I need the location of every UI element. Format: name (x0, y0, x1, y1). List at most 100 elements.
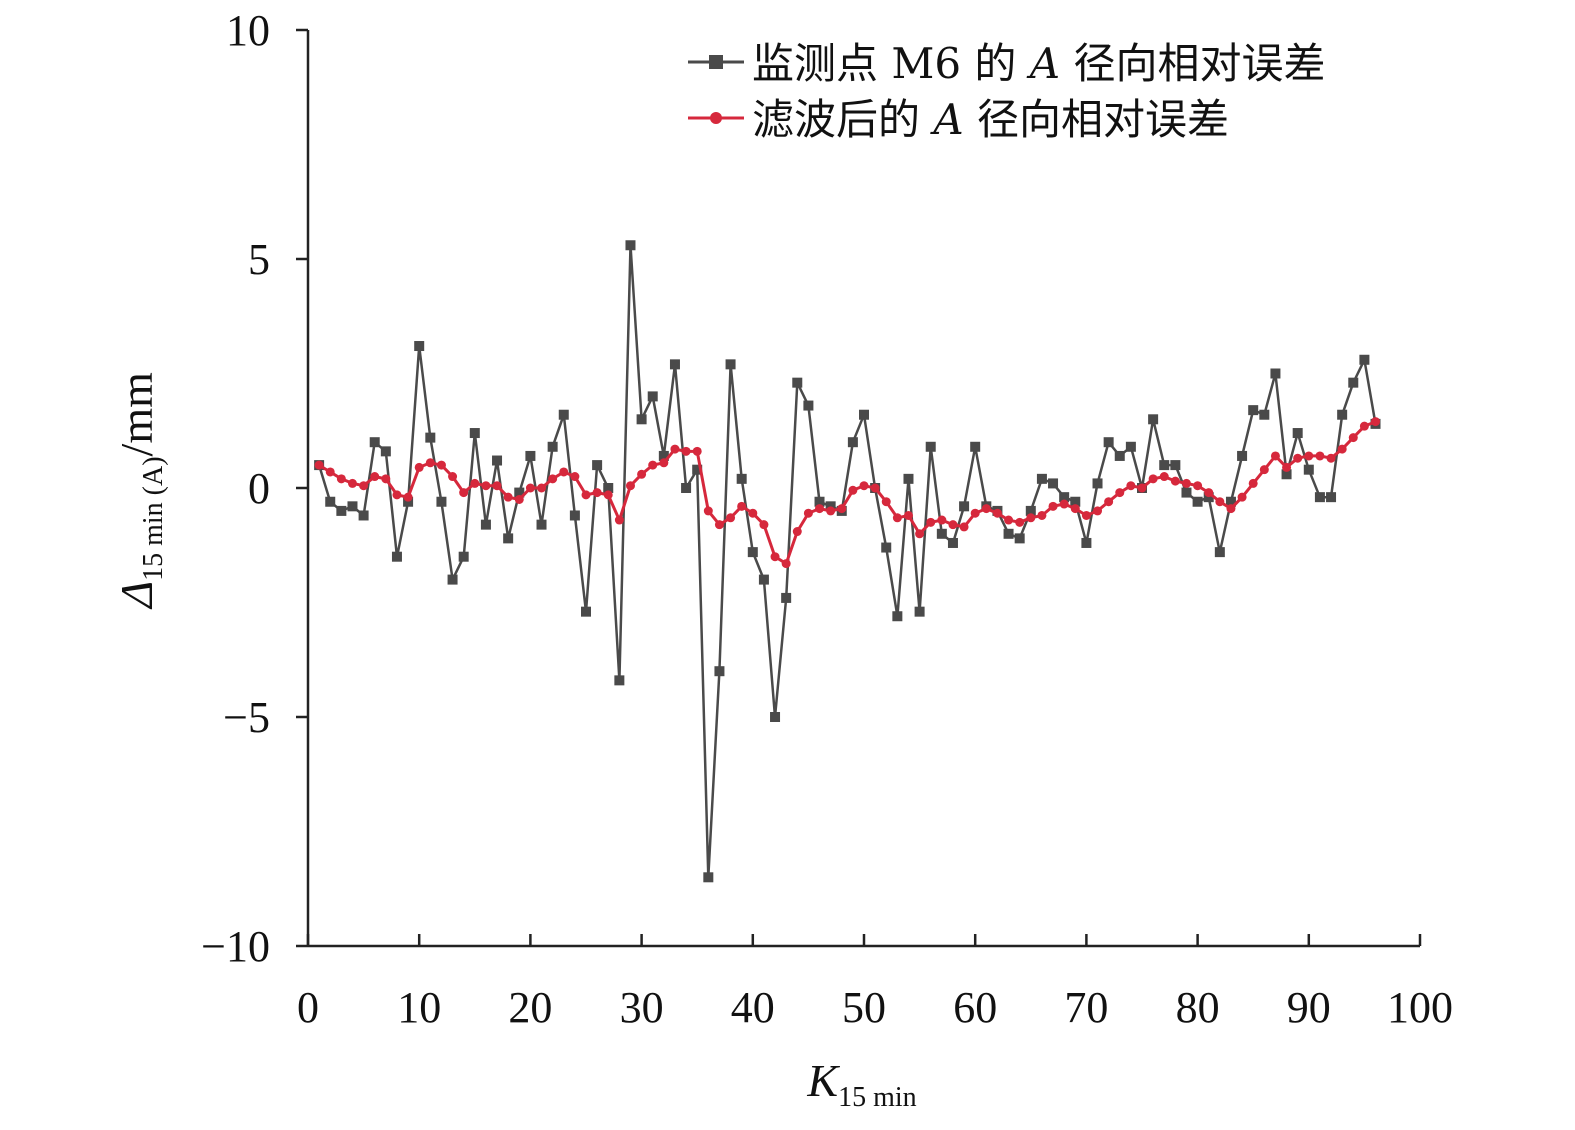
data-point (726, 513, 736, 523)
data-point (514, 494, 524, 504)
data-point (692, 446, 702, 456)
x-tick-label: 10 (397, 983, 441, 1032)
data-point (881, 497, 891, 507)
data-point (1092, 478, 1103, 489)
data-point (992, 508, 1002, 518)
data-point (1282, 462, 1292, 472)
y-axis-title-sub: 15 min (A) (138, 456, 169, 580)
data-point (1081, 537, 1092, 548)
y-tick-label: −5 (223, 693, 270, 742)
data-point (725, 359, 736, 370)
x-tick-label: 100 (1387, 983, 1453, 1032)
x-tick-label: 50 (842, 983, 886, 1032)
series-2 (314, 417, 1381, 569)
data-point (503, 533, 514, 544)
y-axis-title: Δ15 min (A)/mm (111, 372, 169, 610)
data-point (391, 551, 402, 562)
data-point (1371, 417, 1381, 427)
data-point (503, 492, 513, 502)
data-point (1181, 487, 1192, 498)
data-point (826, 506, 836, 516)
data-point (425, 458, 435, 468)
data-point (1126, 481, 1136, 491)
x-tick-label: 40 (731, 983, 775, 1032)
data-point (447, 574, 458, 585)
data-point (436, 460, 446, 470)
data-point (1125, 441, 1136, 452)
data-point (1214, 547, 1225, 558)
tick-marks (296, 28, 1422, 948)
data-point (547, 441, 558, 452)
data-point (1170, 476, 1180, 486)
data-point (1348, 377, 1359, 388)
data-point (592, 488, 602, 498)
data-point (837, 504, 847, 514)
data-point (469, 428, 480, 439)
data-point (681, 483, 692, 493)
plot-area (314, 240, 1381, 883)
data-point (603, 483, 614, 493)
data-point (758, 574, 769, 585)
data-point (525, 450, 536, 461)
data-point (1225, 496, 1236, 507)
data-point (325, 496, 336, 507)
data-point (792, 527, 802, 537)
data-point (781, 592, 792, 603)
data-point (669, 359, 680, 370)
data-point (1148, 414, 1159, 425)
data-point (670, 444, 680, 454)
data-point (1137, 483, 1147, 493)
data-point (1192, 496, 1203, 507)
data-point (537, 483, 547, 493)
x-tick-label: 80 (1176, 983, 1220, 1032)
data-point (1104, 497, 1114, 507)
data-point (803, 508, 813, 518)
data-point (747, 547, 758, 558)
data-point (1059, 499, 1069, 509)
data-point (347, 478, 357, 488)
legend-label-series-1: 监测点 M6 的 A 径向相对误差 (752, 39, 1325, 88)
data-point (381, 474, 391, 484)
data-point (1326, 453, 1336, 463)
y-tick-label: −10 (201, 922, 270, 971)
data-point (959, 501, 970, 512)
data-point (737, 501, 747, 511)
data-point (825, 501, 836, 512)
data-point (1281, 469, 1292, 480)
data-point (1248, 478, 1258, 488)
data-point (581, 490, 591, 500)
data-point (936, 528, 947, 539)
x-tick-label: 0 (297, 983, 319, 1032)
data-point (892, 611, 903, 622)
x-axis-title: K15 min (806, 1055, 916, 1113)
data-point (1103, 437, 1114, 448)
x-tick-label: 70 (1064, 983, 1108, 1032)
x-tick-label: 20 (508, 983, 552, 1032)
legend-label-series-2: 滤波后的 A 径向相对误差 (752, 95, 1229, 144)
data-point (970, 508, 980, 518)
data-point (570, 472, 580, 482)
data-point (748, 508, 758, 518)
data-point (870, 483, 880, 493)
legend-marker-series-1 (709, 55, 723, 69)
x-axis-title-sub: 15 min (838, 1082, 917, 1113)
data-point (336, 474, 346, 484)
data-point (536, 519, 547, 530)
data-point (681, 446, 691, 456)
data-point (1048, 501, 1058, 511)
data-point (1304, 451, 1314, 461)
data-point (1270, 368, 1281, 379)
legend-marker-series-2 (710, 112, 722, 124)
x-axis-title-main: K (806, 1055, 840, 1106)
data-point (1215, 497, 1225, 507)
data-point (603, 490, 613, 500)
data-point (770, 552, 780, 562)
data-point (692, 464, 703, 475)
x-tick-label: 60 (953, 983, 997, 1032)
data-point (1037, 510, 1047, 520)
data-point (1203, 492, 1214, 503)
data-point (581, 606, 591, 617)
data-point (1359, 421, 1369, 431)
legend-item-series-1: 监测点 M6 的 A 径向相对误差 (688, 39, 1325, 88)
